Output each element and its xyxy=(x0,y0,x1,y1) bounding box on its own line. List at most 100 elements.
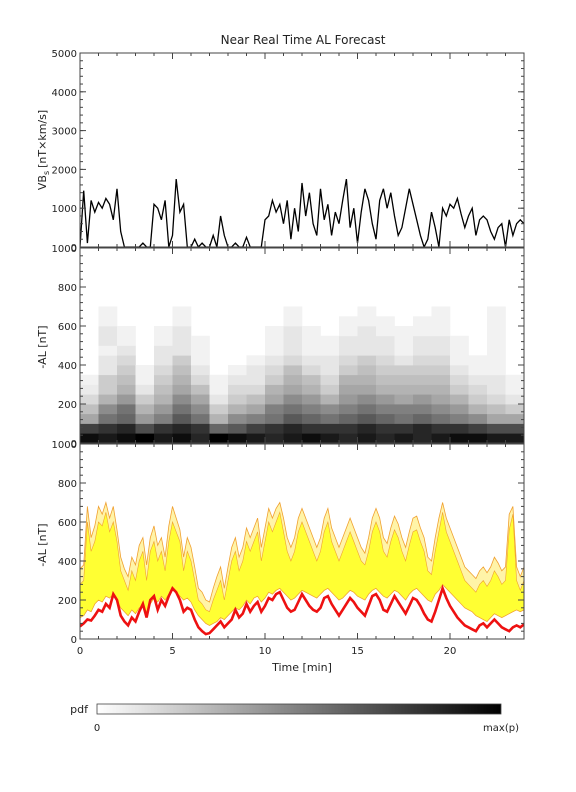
heatmap-cell xyxy=(265,326,284,337)
heatmap-cell xyxy=(172,316,192,327)
heatmap-cell xyxy=(487,394,506,405)
heatmap-cell xyxy=(320,433,340,444)
heatmap-cell xyxy=(357,316,377,327)
heatmap-cell xyxy=(191,374,210,385)
heatmap-cell xyxy=(357,335,377,346)
heatmap-cell xyxy=(320,404,340,415)
heatmap-cell xyxy=(357,355,377,366)
heatmap-cell xyxy=(172,394,192,405)
y-tick-label: 0 xyxy=(71,243,77,254)
heatmap-cell xyxy=(98,316,118,327)
heatmap-cell xyxy=(117,374,136,385)
heatmap-cell xyxy=(98,413,118,424)
heatmap-cell xyxy=(209,423,229,434)
heatmap-cell xyxy=(172,413,192,424)
heatmap-cell xyxy=(228,384,247,395)
heatmap-cell xyxy=(450,365,469,376)
heatmap-cell xyxy=(450,433,469,444)
heatmap-cell xyxy=(394,355,414,366)
heatmap-cell xyxy=(468,384,488,395)
figure-title: Near Real Time AL Forecast xyxy=(221,33,386,47)
heatmap-cell xyxy=(191,335,210,346)
heatmap-cell xyxy=(80,404,99,415)
heatmap-cell xyxy=(376,316,395,327)
heatmap-cell xyxy=(172,423,192,434)
heatmap-cell xyxy=(228,374,247,385)
y-tick-label: 200 xyxy=(58,400,77,411)
heatmap-cell xyxy=(302,433,321,444)
heatmap-cell xyxy=(431,345,451,356)
y-tick-label: 2000 xyxy=(52,165,77,176)
heatmap-cell xyxy=(320,423,340,434)
heatmap-cell xyxy=(302,374,321,385)
heatmap-cell xyxy=(487,413,506,424)
heatmap-cell xyxy=(413,316,432,327)
heatmap-cell xyxy=(228,394,247,405)
heatmap-cell xyxy=(283,326,303,337)
heatmap-cell xyxy=(265,335,284,346)
heatmap-cell xyxy=(431,394,451,405)
heatmap-cell xyxy=(394,394,414,405)
heatmap-cell xyxy=(431,374,451,385)
colorbar-gradient xyxy=(96,703,502,715)
heatmap-cell xyxy=(154,394,173,405)
heatmap-cell xyxy=(320,394,340,405)
heatmap-cell xyxy=(450,335,469,346)
heatmap-cell xyxy=(135,404,155,415)
heatmap-cell xyxy=(376,394,395,405)
heatmap-cell xyxy=(265,345,284,356)
heatmap-cell xyxy=(394,326,414,337)
heatmap-cell xyxy=(117,365,136,376)
heatmap-cell xyxy=(468,394,488,405)
heatmap-cell xyxy=(283,365,303,376)
heatmap-cell xyxy=(302,355,321,366)
x-tick-label: 5 xyxy=(169,646,175,657)
heatmap-cell xyxy=(487,423,506,434)
heatmap-cell xyxy=(172,404,192,415)
heatmap-cell xyxy=(117,345,136,356)
heatmap-cell xyxy=(228,413,247,424)
heatmap-cell xyxy=(246,433,266,444)
heatmap-cell xyxy=(357,384,377,395)
heatmap-cell xyxy=(154,384,173,395)
heatmap-cell xyxy=(80,384,99,395)
heatmap-cell xyxy=(246,355,266,366)
heatmap-cell xyxy=(80,433,99,444)
heatmap-cell xyxy=(487,404,506,415)
vbs-line xyxy=(80,178,524,247)
heatmap-cell xyxy=(117,404,136,415)
x-tick-label: 15 xyxy=(351,646,364,657)
heatmap-cell xyxy=(413,423,432,434)
heatmap-cell xyxy=(98,306,118,317)
heatmap-cell xyxy=(191,365,210,376)
heatmap-cell xyxy=(98,355,118,366)
heatmap-cell xyxy=(283,306,303,317)
y-tick-label: 0 xyxy=(71,635,77,646)
heatmap-cell xyxy=(135,384,155,395)
heatmap-cell xyxy=(117,355,136,366)
heatmap-cell xyxy=(468,413,488,424)
heatmap-cell xyxy=(246,413,266,424)
heatmap-cell xyxy=(413,326,432,337)
heatmap-cell xyxy=(357,404,377,415)
heatmap-cell xyxy=(191,355,210,366)
y-tick-label: 5000 xyxy=(52,49,77,60)
heatmap-cell xyxy=(265,365,284,376)
heatmap-cell xyxy=(450,413,469,424)
vbs-ylabel: VBs [nT×km/s] xyxy=(36,110,51,190)
heatmap-cell xyxy=(468,404,488,415)
heatmap-cell xyxy=(209,433,229,444)
heatmap-cell xyxy=(172,326,192,337)
heatmap-cell xyxy=(283,404,303,415)
heatmap-cell xyxy=(98,326,118,337)
heatmap-cell xyxy=(505,384,525,395)
heatmap-cell xyxy=(339,355,358,366)
heatmap-cell xyxy=(98,345,118,356)
heatmap-cell xyxy=(283,423,303,434)
y-tick-label: 400 xyxy=(58,557,77,568)
heatmap-cell xyxy=(339,365,358,376)
al-pdf-axes: 0 200 400 600 800 1000 xyxy=(52,244,525,450)
heatmap-cell xyxy=(431,365,451,376)
